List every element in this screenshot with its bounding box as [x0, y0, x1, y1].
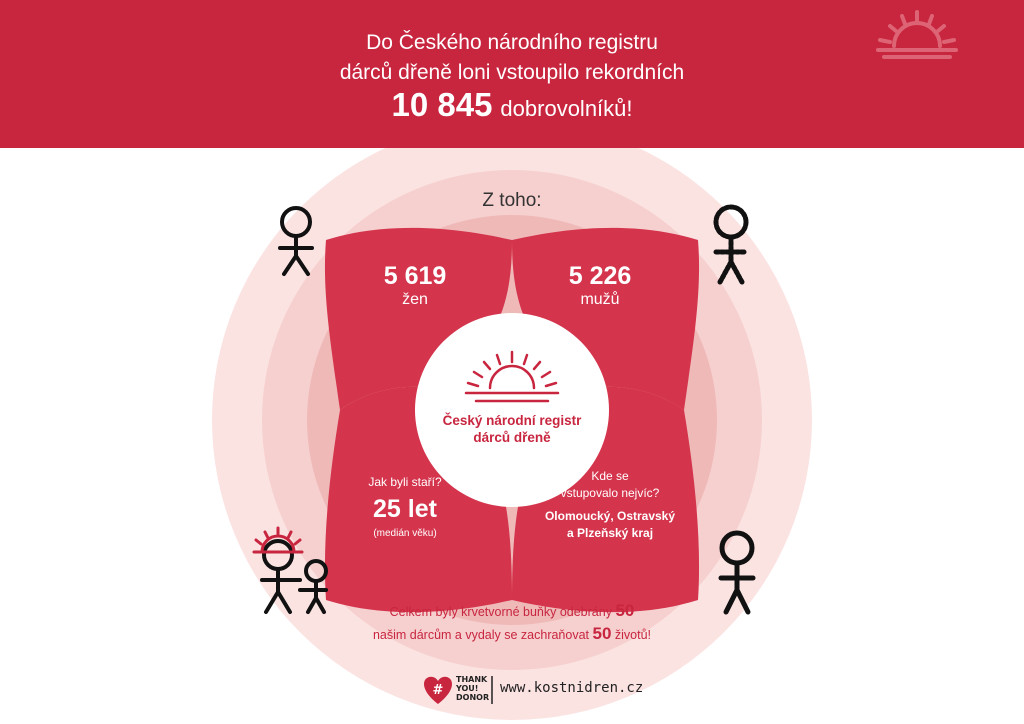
registry-sun-icon: [464, 350, 560, 403]
age-note: (medián věku): [373, 528, 437, 539]
website-link[interactable]: www.kostnidren.cz: [500, 680, 644, 696]
men-label: mužů: [580, 291, 620, 308]
age-stat: Jak byli staří? 25 let (medián věku): [350, 475, 460, 539]
footnote-line-1: Celkem byly krvetvorné buňky odebrány 50: [340, 600, 684, 623]
footnote-part-2: našim dárcům a vydaly se zachraňovat: [372, 628, 590, 642]
registry-name-line-2: dárců dřeně: [473, 430, 551, 445]
intro-label: Z toho:: [482, 190, 542, 211]
age-question: Jak byli staří?: [368, 475, 442, 489]
total-volunteers: 10 845: [391, 86, 493, 123]
footnote-part-3: životů!: [614, 628, 652, 642]
footnote: Celkem byly krvetvorné buňky odebrány 50…: [340, 600, 684, 646]
region-stat: Kde se vstupovalo nejvíc? Olomoucký, Ost…: [540, 468, 680, 542]
men-stat: 5 226 mužů: [545, 262, 655, 309]
male-figure-icon: [713, 204, 749, 285]
women-stat: 5 619 žen: [360, 262, 470, 309]
header-banner: Do Českého národního registru dárců dřen…: [0, 0, 1024, 148]
total-suffix: dobrovolníků!: [500, 96, 633, 121]
sunrise-icon: [876, 10, 958, 59]
header-line-3: 10 845 dobrovolníků!: [0, 88, 1024, 122]
center-circle: [415, 313, 609, 507]
striped-figure-icon: [718, 530, 756, 615]
infographic-graphic: [212, 148, 812, 720]
region-answer-1: Olomoucký, Ostravský: [544, 509, 676, 523]
footnote-num-2: 50: [592, 624, 612, 643]
footnote-num-1: 50: [615, 601, 635, 620]
women-label: žen: [402, 291, 428, 308]
region-question-1: Kde se: [591, 469, 629, 483]
thank-you-donor-logo: # THANK YOU! DONOR: [424, 675, 493, 704]
registry-name-line-1: Český národní registr: [442, 413, 582, 428]
region-question-2: vstupovalo nejvíc?: [560, 486, 660, 500]
men-count: 5 226: [568, 262, 632, 290]
logo-line-1: THANK: [456, 675, 488, 684]
women-count: 5 619: [383, 262, 447, 290]
logo-line-3: DONOR: [456, 693, 489, 702]
footnote-line-2: našim dárcům a vydaly se zachraňovat 50 …: [340, 623, 684, 646]
age-value: 25 let: [373, 495, 437, 523]
logo-hash: #: [433, 683, 444, 698]
female-figure-icon: [278, 206, 314, 276]
logo-line-2: YOU!: [455, 684, 478, 693]
region-answer-2: a Plzeňský kraj: [566, 526, 654, 540]
family-figure-icon: [260, 539, 328, 614]
header-line-1: Do Českého národního registru: [366, 31, 658, 54]
footnote-part-1: Celkem byly krvetvorné buňky odebrány: [389, 605, 612, 619]
red-sun-hat-icon: [252, 526, 304, 554]
registry-name: Český národní registr dárců dřeně: [432, 412, 592, 446]
header-line-2: dárců dřeně loni vstoupilo rekordních: [339, 61, 685, 84]
